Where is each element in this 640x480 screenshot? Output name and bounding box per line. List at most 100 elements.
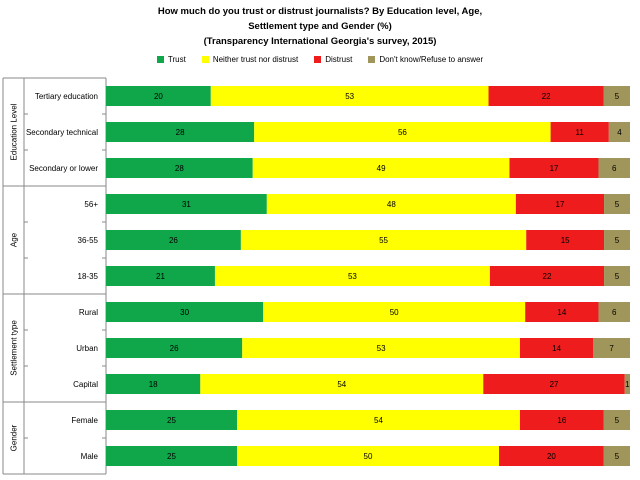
data-label-dont-know-tertiary-education: 5: [615, 92, 620, 101]
category-label-18-35: 18-35: [78, 272, 99, 281]
group-label-education-level: Education Level: [10, 103, 19, 160]
bar-segment-dont-know-male: [603, 446, 630, 466]
bar-segment-trust-female: [106, 410, 237, 430]
data-label-neither-18-35: 53: [348, 272, 357, 281]
data-label-distrust-capital: 27: [550, 380, 559, 389]
legend-label-trust: Trust: [167, 55, 186, 64]
data-label-dont-know-36-55: 5: [615, 236, 620, 245]
bar-segment-distrust-urban: [519, 338, 594, 358]
data-label-trust-tertiary-education: 20: [154, 92, 163, 101]
title-line-2: Settlement type and Gender (%): [248, 21, 392, 32]
data-label-distrust-18-35: 22: [543, 272, 552, 281]
group-label-gender: Gender: [10, 424, 19, 451]
data-label-neither-female: 54: [374, 416, 383, 425]
bar-segment-neither-secondary-technical: [254, 122, 551, 142]
data-label-distrust-male: 20: [547, 452, 556, 461]
data-label-dont-know-rural: 6: [612, 308, 617, 317]
data-label-trust-female: 25: [167, 416, 176, 425]
category-label-secondary-or-lower: Secondary or lower: [29, 164, 98, 173]
data-label-distrust-rural: 14: [557, 308, 566, 317]
bar-segment-neither-56: [266, 194, 516, 214]
category-label-56: 56+: [84, 200, 98, 209]
bar-segment-distrust-female: [519, 410, 604, 430]
bar-segment-distrust-56: [515, 194, 605, 214]
title-line-3: (Transparency International Georgia's su…: [203, 36, 437, 47]
category-label-female: Female: [71, 416, 98, 425]
chart-title: How much do you trust or distrust journa…: [0, 4, 640, 49]
legend-label-distrust: Distrust: [325, 55, 353, 64]
bar-segment-dont-know-secondary-or-lower: [598, 158, 630, 178]
legend-label-neither: Neither trust nor distrust: [212, 55, 299, 64]
bar-segment-trust-56: [106, 194, 267, 214]
data-label-distrust-56: 17: [556, 200, 565, 209]
bar-segment-neither-male: [237, 446, 499, 466]
category-label-tertiary-education: Tertiary education: [35, 92, 98, 101]
data-label-trust-36-55: 26: [169, 236, 178, 245]
category-label-36-55: 36-55: [78, 236, 99, 245]
bar-segment-trust-18-35: [106, 266, 215, 286]
bar-segment-neither-36-55: [240, 230, 527, 250]
data-label-distrust-secondary-or-lower: 17: [550, 164, 559, 173]
data-label-neither-capital: 54: [337, 380, 346, 389]
data-label-dont-know-18-35: 5: [615, 272, 620, 281]
data-label-dont-know-female: 5: [615, 416, 620, 425]
data-label-trust-56: 31: [182, 200, 191, 209]
legend-label-dont-know: Don't know/Refuse to answer: [379, 55, 484, 64]
legend-swatch-distrust: [314, 56, 322, 63]
data-label-dont-know-male: 5: [615, 452, 620, 461]
legend-item-dont-know: Don't know/Refuse to answer: [368, 55, 483, 64]
legend-item-trust: Trust: [156, 55, 186, 64]
bar-segment-distrust-36-55: [526, 230, 605, 250]
data-label-trust-urban: 26: [170, 344, 179, 353]
legend-item-distrust: Distrust: [314, 55, 352, 64]
bar-segment-distrust-secondary-technical: [550, 122, 609, 142]
bar-segment-dont-know-56: [604, 194, 630, 214]
data-label-neither-male: 50: [364, 452, 373, 461]
bar-segment-distrust-capital: [483, 374, 625, 394]
bar-segment-dont-know-18-35: [604, 266, 630, 286]
group-label-settlement-type: Settlement type: [10, 320, 19, 376]
group-label-age: Age: [10, 232, 19, 247]
category-label-secondary-technical: Secondary technical: [26, 128, 98, 137]
legend-item-neither: Neither trust nor distrust: [201, 55, 299, 64]
bar-segment-distrust-tertiary-education: [488, 86, 604, 106]
bar-segment-neither-secondary-or-lower: [252, 158, 510, 178]
bar-segment-distrust-secondary-or-lower: [509, 158, 599, 178]
legend: Trust Neither trust nor distrust Distrus…: [0, 55, 640, 64]
data-label-trust-rural: 30: [180, 308, 189, 317]
bar-segment-distrust-18-35: [489, 266, 605, 286]
bar-segment-dont-know-rural: [598, 302, 630, 322]
bar-segment-neither-urban: [242, 338, 520, 358]
data-label-trust-secondary-or-lower: 28: [175, 164, 184, 173]
data-label-distrust-female: 16: [557, 416, 566, 425]
data-label-dont-know-56: 5: [615, 200, 620, 209]
bar-segment-trust-tertiary-education: [106, 86, 211, 106]
bar-segment-dont-know-36-55: [604, 230, 630, 250]
bar-segment-dont-know-capital: [624, 374, 630, 394]
bar-segment-dont-know-female: [603, 410, 630, 430]
bar-segment-trust-capital: [106, 374, 201, 394]
bar-segment-dont-know-tertiary-education: [603, 86, 630, 106]
data-label-distrust-36-55: 15: [561, 236, 570, 245]
data-label-trust-male: 25: [167, 452, 176, 461]
data-label-trust-18-35: 21: [156, 272, 165, 281]
bar-segment-trust-rural: [106, 302, 264, 322]
category-label-capital: Capital: [73, 380, 98, 389]
data-label-neither-36-55: 55: [379, 236, 388, 245]
data-label-distrust-urban: 14: [552, 344, 561, 353]
data-label-distrust-tertiary-education: 22: [542, 92, 551, 101]
bar-segment-dont-know-urban: [593, 338, 630, 358]
data-label-dont-know-secondary-or-lower: 6: [612, 164, 617, 173]
bar-segment-neither-rural: [263, 302, 526, 322]
bar-segment-trust-secondary-or-lower: [106, 158, 253, 178]
bar-segment-dont-know-secondary-technical: [608, 122, 630, 142]
bar-segment-distrust-rural: [525, 302, 599, 322]
data-label-trust-secondary-technical: 28: [176, 128, 185, 137]
bar-segment-trust-secondary-technical: [106, 122, 255, 142]
data-label-dont-know-secondary-technical: 4: [617, 128, 622, 137]
bar-segment-trust-urban: [106, 338, 243, 358]
bar-segment-distrust-male: [499, 446, 604, 466]
category-label-rural: Rural: [79, 308, 98, 317]
bar-segment-trust-male: [106, 446, 237, 466]
bar-segment-neither-female: [237, 410, 520, 430]
